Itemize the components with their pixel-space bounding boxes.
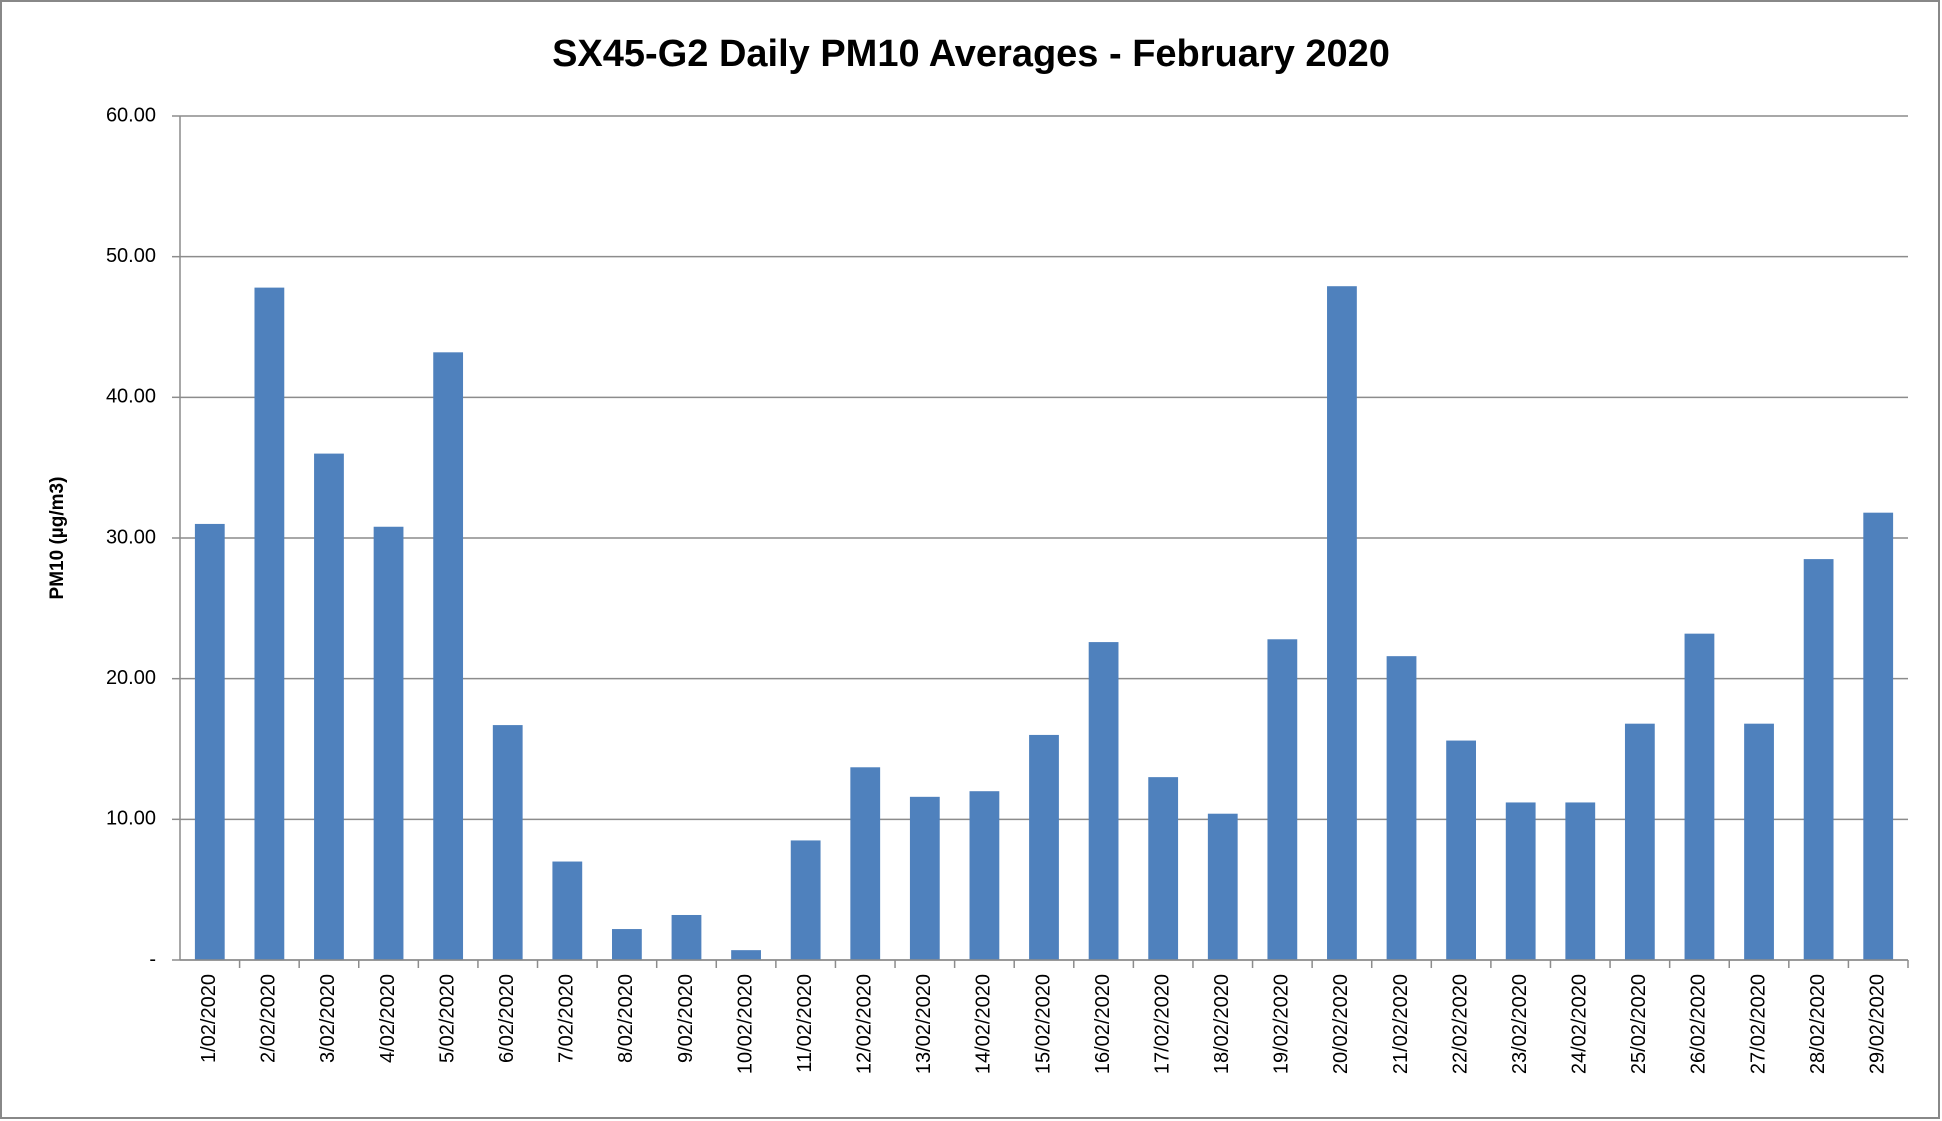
x-tick-label: 5/02/2020 xyxy=(436,974,458,1063)
bar xyxy=(1863,512,1894,960)
x-tick-label: 6/02/2020 xyxy=(496,974,518,1063)
bar xyxy=(552,861,583,960)
y-tick-label: 40.00 xyxy=(106,386,156,408)
x-tick-label: 13/02/2020 xyxy=(913,974,935,1074)
x-tick-label: 2/02/2020 xyxy=(258,974,280,1063)
bar xyxy=(433,352,464,960)
x-tick-label: 18/02/2020 xyxy=(1211,974,1233,1074)
x-tick-label: 28/02/2020 xyxy=(1807,974,1829,1074)
bar xyxy=(1803,559,1834,960)
x-tick-label: 25/02/2020 xyxy=(1628,974,1650,1074)
x-tick-label: 27/02/2020 xyxy=(1747,974,1769,1074)
x-tick-label: 3/02/2020 xyxy=(317,974,339,1063)
y-tick-label: 10.00 xyxy=(106,808,156,830)
bar xyxy=(314,453,344,960)
x-tick-label: 19/02/2020 xyxy=(1271,974,1293,1074)
bar xyxy=(1684,633,1715,960)
bar xyxy=(1565,802,1596,960)
y-tick-label: - xyxy=(149,948,156,970)
bar xyxy=(969,791,1000,960)
bar xyxy=(1327,286,1357,960)
bar xyxy=(194,523,225,960)
bar xyxy=(1744,723,1774,960)
x-tick-label: 23/02/2020 xyxy=(1509,974,1531,1074)
x-tick-label: 29/02/2020 xyxy=(1866,974,1888,1074)
bar xyxy=(1207,813,1238,960)
x-tick-label: 26/02/2020 xyxy=(1688,974,1710,1074)
bar xyxy=(1446,740,1476,960)
x-tick-label: 16/02/2020 xyxy=(1092,974,1114,1074)
bar xyxy=(909,796,940,960)
bar xyxy=(671,914,702,960)
x-tick-label: 10/02/2020 xyxy=(734,974,756,1074)
bar xyxy=(790,840,821,960)
bar xyxy=(1386,656,1417,960)
x-tick-label: 17/02/2020 xyxy=(1151,974,1173,1074)
x-tick-label: 1/02/2020 xyxy=(198,974,220,1063)
y-axis-label: PM10 (µg/m3) xyxy=(47,477,68,600)
bar xyxy=(612,929,642,960)
bar xyxy=(254,287,285,960)
x-tick-label: 7/02/2020 xyxy=(556,974,578,1063)
y-tick-label: 60.00 xyxy=(106,104,156,126)
x-tick-label: 20/02/2020 xyxy=(1330,974,1352,1074)
bar xyxy=(1148,777,1179,960)
bar xyxy=(1267,639,1298,960)
x-tick-label: 15/02/2020 xyxy=(1032,974,1054,1074)
bar xyxy=(1029,734,1059,960)
bar xyxy=(850,767,881,960)
bar xyxy=(492,725,523,960)
bar xyxy=(731,950,761,960)
y-tick-label: 20.00 xyxy=(106,667,156,689)
bar xyxy=(1088,642,1119,960)
x-tick-label: 14/02/2020 xyxy=(973,974,995,1074)
y-tick-label: 50.00 xyxy=(106,245,156,267)
bar xyxy=(373,526,404,960)
x-tick-label: 24/02/2020 xyxy=(1569,974,1591,1074)
x-tick-label: 9/02/2020 xyxy=(675,974,697,1063)
x-tick-label: 22/02/2020 xyxy=(1449,974,1471,1074)
x-tick-label: 21/02/2020 xyxy=(1390,974,1412,1074)
x-tick-label: 4/02/2020 xyxy=(377,974,399,1063)
x-tick-label: 12/02/2020 xyxy=(854,974,876,1074)
x-tick-label: 11/02/2020 xyxy=(794,974,816,1073)
x-tick-label: 8/02/2020 xyxy=(615,974,637,1063)
chart-title: SX45-G2 Daily PM10 Averages - February 2… xyxy=(552,33,1390,75)
bar xyxy=(1624,723,1655,960)
bar xyxy=(1505,802,1536,960)
y-tick-label: 30.00 xyxy=(106,526,156,548)
